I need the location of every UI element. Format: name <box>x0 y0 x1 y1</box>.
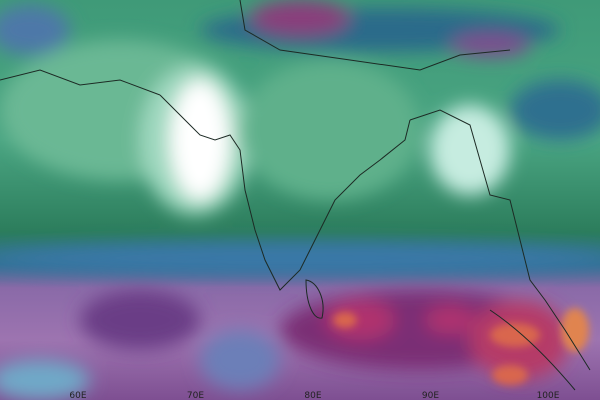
longitude-label: 100E <box>537 391 560 400</box>
longitude-label: 60E <box>69 391 86 400</box>
longitude-label: 80E <box>304 391 321 400</box>
longitude-label: 70E <box>187 391 204 400</box>
coastlines <box>0 0 591 391</box>
longitude-labels: 60E 70E 80E 90E 100E <box>69 391 559 400</box>
longitude-label: 90E <box>422 391 439 400</box>
intense-cells <box>333 308 589 385</box>
